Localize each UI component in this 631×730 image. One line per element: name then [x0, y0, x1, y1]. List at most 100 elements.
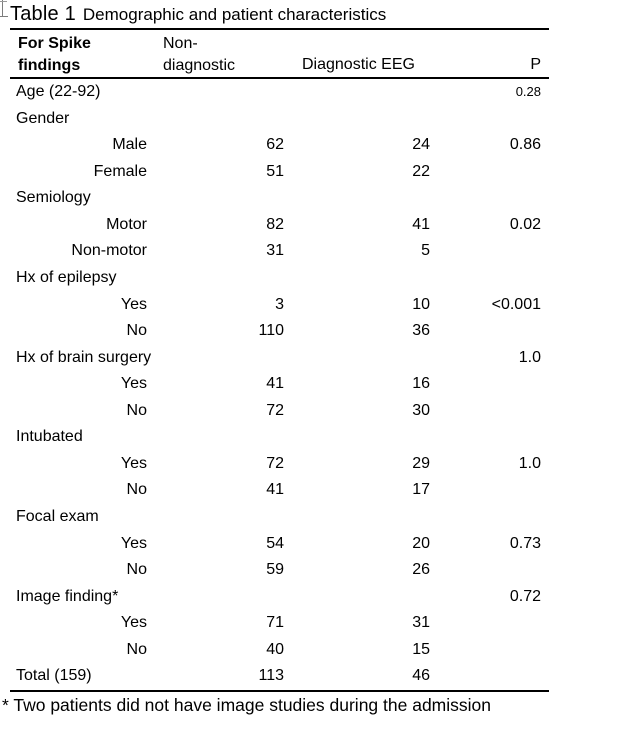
cell-non-diagnostic: 113: [258, 667, 284, 685]
cell-non-diagnostic: 71: [266, 614, 284, 632]
table-row: Age (22-92) 0.28: [10, 79, 549, 106]
row-label: Motor: [106, 215, 147, 233]
cell-diagnostic-eeg: 20: [412, 534, 430, 552]
row-label: Hx of brain surgery: [16, 348, 152, 366]
row-label: Male: [112, 136, 147, 154]
cell-p-value: <0.001: [491, 295, 541, 313]
cell-diagnostic-eeg: [284, 424, 430, 451]
cell-diagnostic-eeg: [284, 504, 430, 531]
header-line: For Spike: [18, 35, 91, 52]
header-for-spike-findings: For Spike findings: [10, 30, 155, 77]
cell-non-diagnostic: [155, 265, 284, 292]
cell-diagnostic-eeg: [284, 185, 430, 212]
cell-p-value: 0.72: [509, 587, 541, 605]
cell-non-diagnostic: 40: [266, 640, 284, 658]
table-row: No 40 15: [10, 637, 549, 664]
cell-non-diagnostic: 72: [266, 401, 284, 419]
cell-p-value: [430, 398, 549, 425]
cell-diagnostic-eeg: 29: [412, 454, 430, 472]
cell-non-diagnostic: 110: [258, 322, 284, 340]
cell-diagnostic-eeg: 24: [412, 136, 430, 154]
cell-p-value: 1.0: [518, 454, 541, 472]
table-row: Image finding* 0.72: [10, 584, 549, 611]
table-caption: Demographic and patient characteristics: [82, 5, 387, 24]
table-row: Yes 3 10 <0.001: [10, 292, 549, 319]
cell-non-diagnostic: 41: [266, 481, 284, 499]
cell-p-value: 0.28: [515, 84, 541, 99]
crop-corner-marker: [0, 16, 8, 17]
table-row: No 41 17: [10, 477, 549, 504]
table-title: Table 1 Demographic and patient character…: [10, 0, 549, 30]
row-label: Yes: [120, 454, 147, 472]
cell-non-diagnostic: [155, 504, 284, 531]
row-label: Semiology: [16, 189, 91, 207]
cell-p-value: 0.02: [509, 215, 541, 233]
table-row: Yes 72 29 1.0: [10, 451, 549, 478]
cell-p-value: [430, 424, 549, 451]
cell-non-diagnostic: [155, 79, 284, 106]
cell-diagnostic-eeg: [284, 79, 430, 106]
cell-diagnostic-eeg: 26: [412, 561, 430, 579]
row-label: Intubated: [16, 428, 83, 446]
cell-p-value: 1.0: [518, 348, 541, 366]
cell-diagnostic-eeg: 46: [412, 667, 430, 685]
cell-non-diagnostic: 72: [266, 454, 284, 472]
cell-diagnostic-eeg: 30: [412, 401, 430, 419]
row-label: Yes: [120, 614, 147, 632]
table-row: Yes 54 20 0.73: [10, 531, 549, 558]
row-label: Yes: [120, 295, 147, 313]
cell-diagnostic-eeg: 41: [412, 215, 430, 233]
cell-diagnostic-eeg: 22: [412, 162, 430, 180]
cell-p-value: [430, 265, 549, 292]
cell-diagnostic-eeg: 10: [412, 295, 430, 313]
cell-p-value: [430, 106, 549, 133]
row-label: No: [126, 640, 147, 658]
cell-p-value: [430, 477, 549, 504]
row-label: No: [126, 322, 147, 340]
table-footnote: * Two patients did not have image studie…: [2, 695, 492, 715]
row-label: Yes: [120, 534, 147, 552]
header-non-diagnostic: Non- diagnostic: [155, 30, 284, 77]
cell-non-diagnostic: [155, 345, 284, 372]
cell-p-value: [430, 610, 549, 637]
header-p-value: P: [530, 56, 541, 73]
cell-non-diagnostic: 31: [266, 242, 284, 260]
crop-corner-marker: [0, 1, 7, 2]
cell-p-value: 0.86: [509, 136, 541, 154]
cell-p-value: [430, 504, 549, 531]
cell-non-diagnostic: 82: [266, 215, 284, 233]
cell-non-diagnostic: [155, 584, 284, 611]
cell-non-diagnostic: 3: [275, 295, 284, 313]
table-row: No 110 36: [10, 318, 549, 345]
header-diagnostic-eeg: Diagnostic EEG: [302, 56, 415, 73]
cell-non-diagnostic: 51: [266, 162, 284, 180]
cell-diagnostic-eeg: [284, 584, 430, 611]
row-label: Female: [93, 162, 147, 180]
table-number: Table 1: [10, 3, 76, 25]
table-row: Yes 41 16: [10, 371, 549, 398]
cell-non-diagnostic: [155, 185, 284, 212]
table-row: Non-motor 31 5: [10, 238, 549, 265]
table-row: Motor 82 41 0.02: [10, 212, 549, 239]
table-row: Male 62 24 0.86: [10, 132, 549, 159]
cell-diagnostic-eeg: 31: [412, 614, 430, 632]
header-line: Non-: [163, 35, 198, 52]
row-label: No: [126, 561, 147, 579]
table-header-row: For Spike findings Non- diagnostic Diagn…: [10, 30, 549, 79]
table-row: Semiology: [10, 185, 549, 212]
cell-non-diagnostic: 41: [266, 375, 284, 393]
table-row: Female 51 22: [10, 159, 549, 186]
cell-p-value: [430, 238, 549, 265]
row-label: Yes: [120, 375, 147, 393]
cell-p-value: [430, 185, 549, 212]
cell-p-value: 0.73: [509, 534, 541, 552]
cell-p-value: [430, 318, 549, 345]
cell-non-diagnostic: 62: [266, 136, 284, 154]
table-body: Age (22-92) 0.28 Gender Male 62 24 0.86 …: [10, 79, 549, 692]
table-row: Yes 71 31: [10, 610, 549, 637]
table-row: Focal exam: [10, 504, 549, 531]
table-row: Total (159) 113 46: [10, 663, 549, 690]
cell-diagnostic-eeg: 16: [412, 375, 430, 393]
table-row: No 72 30: [10, 398, 549, 425]
